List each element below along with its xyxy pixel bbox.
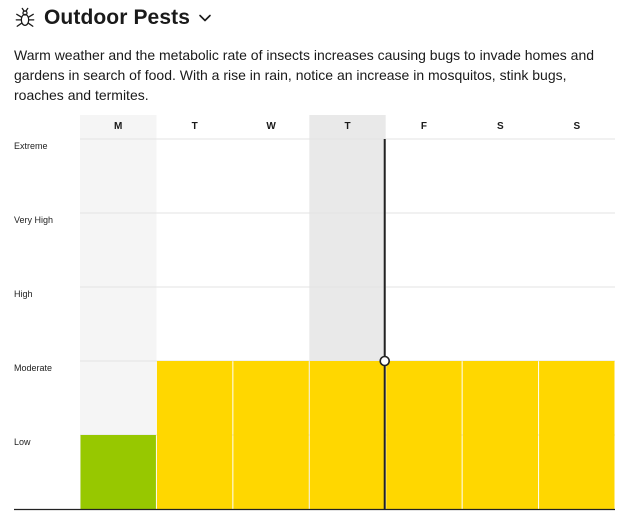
day-header-label: T [192, 121, 198, 132]
forecast-bar [80, 435, 156, 509]
page-title: Outdoor Pests [44, 6, 190, 29]
y-level-label: Moderate [14, 363, 52, 373]
y-level-label: High [14, 289, 33, 299]
now-marker-dot [379, 355, 391, 367]
y-level-label: Low [14, 437, 31, 447]
bug-icon [15, 7, 35, 27]
forecast-bar [539, 361, 615, 509]
day-header-label: F [421, 121, 427, 132]
forecast-bar [462, 361, 539, 509]
chevron-down-icon[interactable] [198, 11, 212, 25]
forecast-bar [233, 361, 309, 509]
header[interactable]: Outdoor Pests [14, 6, 212, 30]
y-level-label: Extreme [14, 141, 48, 151]
day-header-label: W [266, 121, 276, 132]
forecast-bar [156, 361, 233, 509]
description: Warm weather and the metabolic rate of i… [14, 47, 595, 103]
day-header-label: T [344, 121, 350, 132]
day-header-label: S [497, 121, 504, 132]
y-level-label: Very High [14, 215, 53, 225]
forecast-bar [309, 361, 386, 509]
forecast-bar [386, 361, 462, 509]
day-header-label: M [114, 121, 122, 132]
day-header-label: S [573, 121, 580, 132]
